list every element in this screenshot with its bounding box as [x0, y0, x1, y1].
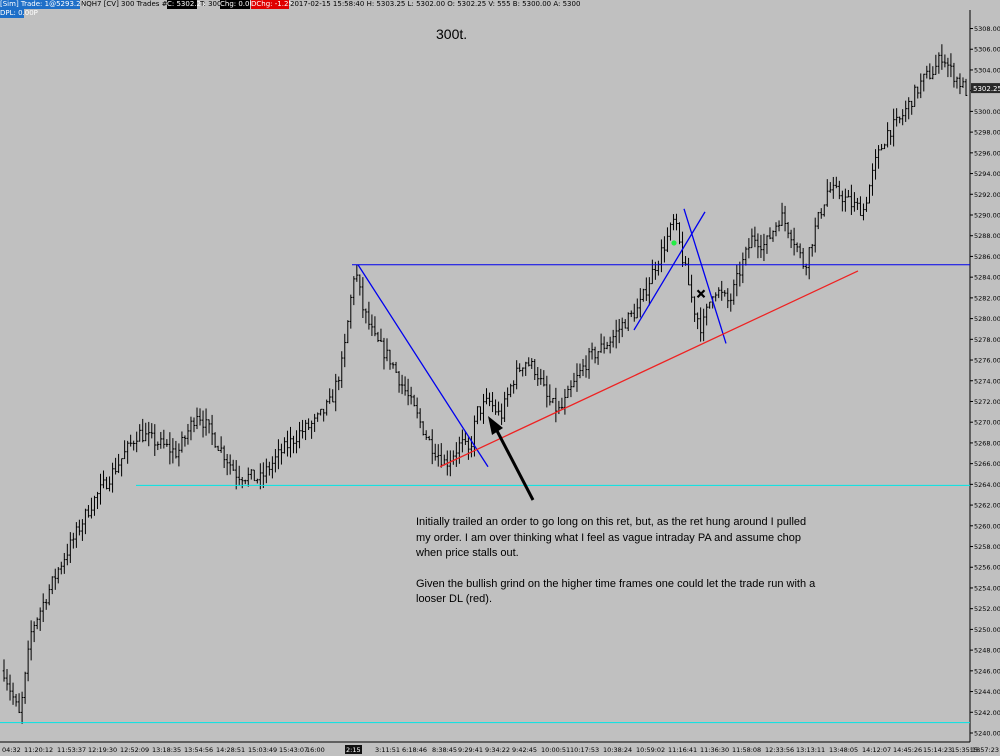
- dpl-badge: DPL: 0.00P: [0, 9, 38, 18]
- y-tick-label: 5252.00: [974, 605, 1000, 613]
- y-tick-label: 5282.00: [974, 294, 1000, 302]
- y-tick-label: 5286.00: [974, 253, 1000, 261]
- x-tick-label: 15:03:49: [248, 746, 277, 754]
- series-label: NQH7 [CV] 300 Trades #8: [81, 0, 172, 8]
- x-tick-label: 16:00: [306, 746, 325, 754]
- x-tick-label: 13:18:35: [152, 746, 181, 754]
- x-tick-label: 12:52:09: [120, 746, 149, 754]
- x-tick-label: 15:35:18: [951, 746, 980, 754]
- y-tick-label: 5274.00: [974, 377, 1000, 385]
- annotation-arrow-head: [488, 416, 503, 435]
- y-tick-label: 5300.00: [974, 108, 1000, 116]
- annotation-paragraph-2: Given the bullish grind on the higher ti…: [416, 577, 816, 606]
- trade-annotation: Initially trailed an order to go long on…: [416, 515, 816, 623]
- x-tick-label: 3:11:51: [375, 746, 400, 754]
- x-tick-label: 10:00:51: [541, 746, 570, 754]
- x-tick-label: 14:28:51: [216, 746, 245, 754]
- y-tick-label: 5262.00: [974, 502, 1000, 510]
- x-tick-label: 15:43:07: [279, 746, 308, 754]
- x-tick-label: 13:48:05: [829, 746, 858, 754]
- support-line: [439, 270, 859, 468]
- y-tick-label: 5278.00: [974, 336, 1000, 344]
- x-tick-label: 11:58:08: [732, 746, 761, 754]
- y-tick-label: 5284.00: [974, 274, 1000, 282]
- y-tick-label: 5308.00: [974, 25, 1000, 33]
- x-tick-label: 6:18:46: [402, 746, 427, 754]
- bar-info-text: 2017-02-15 15:58:40 H: 5303.25 L: 5302.0…: [290, 0, 580, 8]
- y-tick-label: 5258.00: [974, 543, 1000, 551]
- y-tick-label: 5292.00: [974, 191, 1000, 199]
- y-tick-label: 5260.00: [974, 522, 1000, 530]
- y-tick-label: 5296.00: [974, 149, 1000, 157]
- x-tick-label: 2:15: [346, 746, 361, 754]
- trendline-short-up: [633, 211, 706, 331]
- x-tick-label: 9:34:22: [485, 746, 510, 754]
- last-price-label: 5302.25: [973, 85, 1000, 93]
- x-tick-label: 9:42:45: [512, 746, 537, 754]
- x-tick-label: 13:13:11: [796, 746, 825, 754]
- x-tick-label: 12:33:56: [765, 746, 794, 754]
- chart-title: 300t.: [436, 26, 468, 42]
- x-tick-label: 13:54:56: [184, 746, 213, 754]
- y-tick-label: 5290.00: [974, 212, 1000, 220]
- x-label-highlight: [345, 745, 362, 754]
- y-tick-label: 5240.00: [974, 730, 1000, 738]
- y-tick-label: 5254.00: [974, 584, 1000, 592]
- x-tick-label: 15:14:23: [923, 746, 952, 754]
- y-tick-label: 5248.00: [974, 647, 1000, 655]
- x-tick-label: 10:17:53: [570, 746, 599, 754]
- y-tick-label: 5288.00: [974, 232, 1000, 240]
- y-tick-label: 5268.00: [974, 439, 1000, 447]
- trendline-short-down: [683, 208, 727, 344]
- y-tick-label: 5270.00: [974, 419, 1000, 427]
- x-tick-label: 11:16:41: [668, 746, 697, 754]
- instrument-badge[interactable]: [Sim] Trade: 1@5293.25: [0, 0, 86, 9]
- y-tick-label: 5272.00: [974, 398, 1000, 406]
- close-box: C: 5302.25: [167, 0, 206, 9]
- annotation-paragraph-1: Initially trailed an order to go long on…: [416, 516, 807, 559]
- y-tick-label: 5244.00: [974, 688, 1000, 696]
- x-tick-label: 11:20:12: [24, 746, 53, 754]
- ticks-box: T: 300: [200, 0, 222, 8]
- x-tick-label: 14:45:26: [893, 746, 922, 754]
- y-tick-label: 5242.00: [974, 709, 1000, 717]
- y-axis-panel: [970, 0, 1000, 756]
- x-tick-label: 12:19:30: [88, 746, 117, 754]
- y-tick-label: 5294.00: [974, 170, 1000, 178]
- y-tick-label: 5264.00: [974, 481, 1000, 489]
- y-tick-label: 5256.00: [974, 564, 1000, 572]
- x-tick-label: 10:38:24: [603, 746, 632, 754]
- x-tick-label: 10:59:02: [636, 746, 665, 754]
- daily-change-box: DChg: -1.25: [251, 0, 293, 9]
- x-marker: [696, 289, 706, 299]
- x-tick-label: 14:12:07: [862, 746, 891, 754]
- trendline-upper-descending: [357, 264, 489, 468]
- x-tick-label: 8:38:45: [432, 746, 457, 754]
- y-tick-label: 5250.00: [974, 626, 1000, 634]
- green-dot-marker: [671, 240, 677, 246]
- annotation-arrow: [492, 424, 535, 501]
- y-tick-label: 5276.00: [974, 357, 1000, 365]
- x-tick-label: 11:53:37: [57, 746, 86, 754]
- last-price-box: [971, 83, 1000, 94]
- y-tick-label: 5306.00: [974, 46, 1000, 54]
- y-tick-label: 5298.00: [974, 129, 1000, 137]
- y-tick-label: 5246.00: [974, 667, 1000, 675]
- x-tick-label: 9:29:41: [458, 746, 483, 754]
- x-tick-label: 11:36:30: [700, 746, 729, 754]
- y-tick-label: 5304.00: [974, 66, 1000, 74]
- y-tick-label: 5280.00: [974, 315, 1000, 323]
- x-tick-label: 15:57:23: [970, 746, 999, 754]
- y-tick-label: 5266.00: [974, 460, 1000, 468]
- x-tick-label: 04:32: [2, 746, 21, 754]
- change-box: Chg: 0.00: [220, 0, 254, 9]
